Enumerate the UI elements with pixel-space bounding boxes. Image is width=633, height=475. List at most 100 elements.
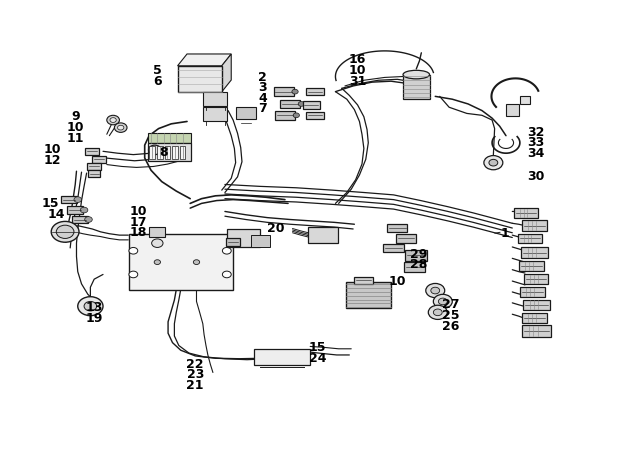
Circle shape — [152, 239, 163, 247]
Text: 27: 27 — [442, 298, 459, 311]
Bar — [165, 146, 170, 159]
Bar — [387, 224, 408, 232]
Circle shape — [222, 247, 231, 254]
Bar — [306, 112, 324, 119]
Bar — [203, 92, 227, 106]
Bar — [306, 88, 324, 95]
Bar — [177, 66, 222, 92]
Text: 32: 32 — [528, 126, 545, 139]
Text: 30: 30 — [528, 171, 545, 183]
Text: 33: 33 — [528, 136, 545, 149]
Circle shape — [118, 125, 124, 130]
Bar — [522, 313, 547, 323]
Text: 6: 6 — [153, 75, 161, 88]
Circle shape — [80, 207, 88, 213]
Text: 31: 31 — [349, 75, 367, 88]
Circle shape — [429, 305, 448, 319]
Circle shape — [222, 271, 231, 278]
Bar — [520, 96, 530, 104]
Bar — [226, 238, 240, 246]
Text: 22: 22 — [187, 358, 204, 371]
Bar — [85, 148, 99, 155]
Bar — [92, 156, 106, 163]
Bar — [518, 234, 542, 243]
Bar — [227, 229, 260, 247]
Bar — [506, 104, 518, 115]
Circle shape — [484, 156, 503, 170]
Circle shape — [154, 260, 161, 265]
Text: 12: 12 — [44, 154, 61, 167]
Bar — [403, 75, 430, 99]
Bar — [522, 220, 547, 231]
Text: 5: 5 — [153, 64, 161, 77]
Circle shape — [51, 221, 79, 242]
Bar — [405, 249, 427, 261]
Circle shape — [426, 284, 445, 298]
Bar — [149, 146, 155, 159]
Text: 2: 2 — [258, 71, 267, 84]
Text: 7: 7 — [258, 102, 267, 115]
Bar — [518, 261, 544, 271]
Circle shape — [56, 225, 74, 238]
Text: 10: 10 — [66, 121, 84, 134]
Bar — [149, 143, 191, 161]
Bar — [128, 234, 233, 290]
Bar — [149, 227, 165, 237]
Bar — [72, 216, 87, 223]
Bar — [308, 227, 338, 243]
Circle shape — [489, 159, 498, 166]
Bar — [303, 101, 320, 109]
Text: 34: 34 — [528, 147, 545, 160]
Bar — [254, 349, 310, 365]
Bar — [521, 247, 548, 258]
Bar — [523, 300, 549, 310]
Bar — [522, 325, 551, 337]
Bar — [67, 206, 83, 214]
Text: 4: 4 — [258, 92, 267, 105]
Text: 3: 3 — [258, 81, 267, 95]
Bar — [149, 133, 191, 143]
Text: 28: 28 — [410, 258, 427, 272]
Text: 18: 18 — [130, 226, 147, 239]
Text: 29: 29 — [410, 247, 427, 261]
Text: 20: 20 — [266, 222, 284, 236]
Text: 21: 21 — [187, 379, 204, 392]
Text: 8: 8 — [160, 146, 168, 159]
Circle shape — [434, 294, 453, 309]
Text: 13: 13 — [85, 301, 103, 314]
Circle shape — [74, 197, 82, 202]
Text: 23: 23 — [187, 368, 204, 381]
Bar — [235, 107, 256, 119]
Circle shape — [110, 118, 116, 123]
Text: 10: 10 — [130, 205, 147, 218]
Text: 17: 17 — [130, 216, 147, 229]
Ellipse shape — [403, 70, 430, 79]
Bar — [275, 111, 295, 120]
Bar — [514, 208, 538, 218]
Text: 1: 1 — [500, 227, 509, 240]
Bar — [520, 287, 545, 297]
Text: 9: 9 — [71, 110, 80, 123]
Bar — [157, 146, 163, 159]
Bar — [354, 276, 373, 284]
Bar — [172, 146, 178, 159]
Text: 11: 11 — [66, 132, 84, 144]
Text: 10: 10 — [389, 275, 406, 287]
Bar — [396, 234, 417, 243]
Polygon shape — [222, 54, 231, 92]
Text: 10: 10 — [44, 143, 61, 156]
Text: 15: 15 — [309, 341, 327, 354]
Bar — [180, 146, 185, 159]
Circle shape — [298, 102, 304, 106]
Text: 26: 26 — [442, 320, 459, 333]
Polygon shape — [177, 54, 231, 66]
Bar — [404, 262, 425, 272]
Circle shape — [129, 247, 138, 254]
Circle shape — [431, 287, 440, 294]
Circle shape — [439, 298, 448, 305]
Circle shape — [107, 115, 120, 125]
Circle shape — [115, 123, 127, 133]
Circle shape — [293, 113, 299, 118]
Text: 25: 25 — [442, 309, 459, 322]
Text: 14: 14 — [47, 208, 65, 221]
